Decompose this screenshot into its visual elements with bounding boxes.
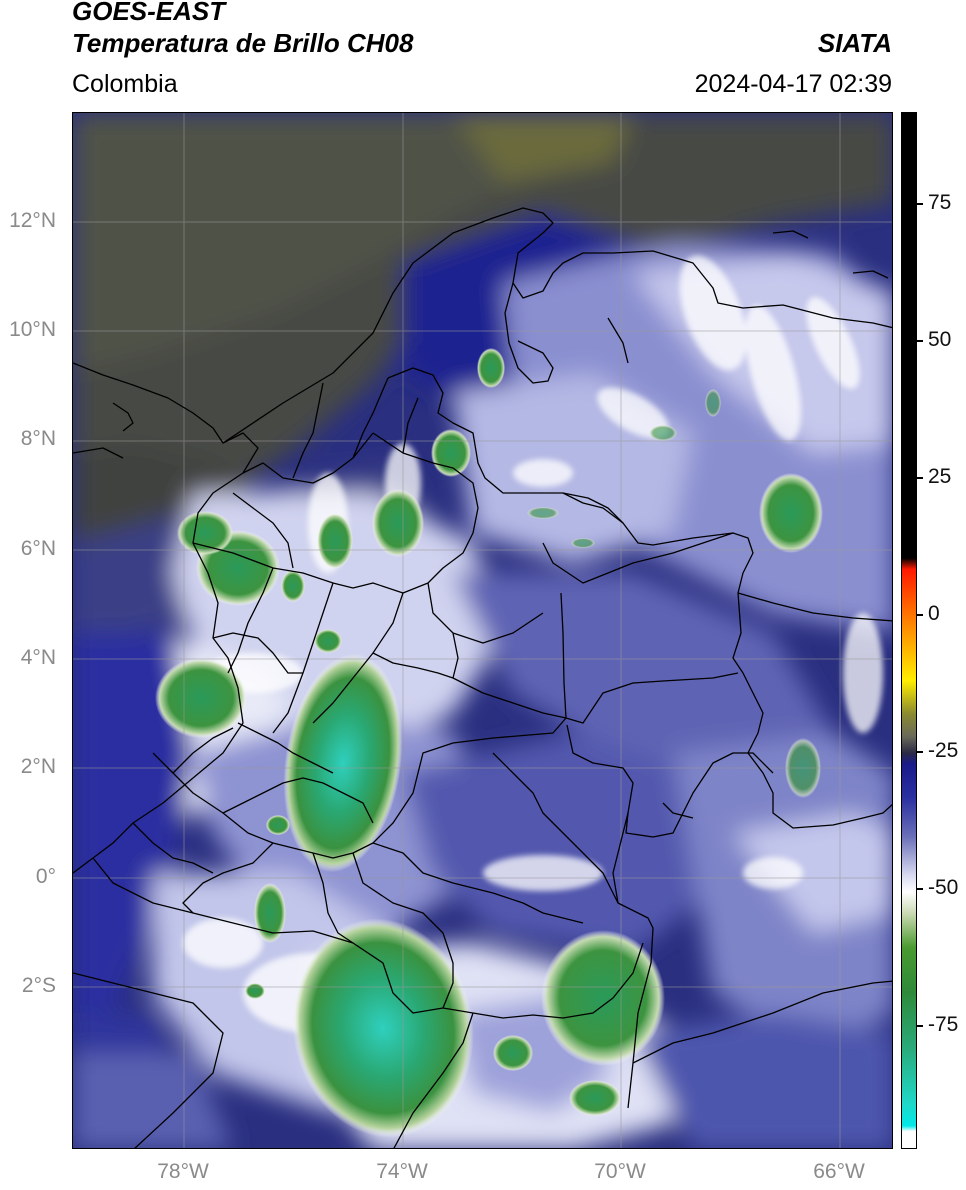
lat-label: 8°N (20, 427, 56, 450)
product-title: Temperatura de Brillo CH08 (72, 28, 414, 58)
colorbar (901, 112, 917, 1149)
lat-label: 2°N (20, 755, 56, 778)
convective-storms (155, 348, 823, 1138)
colorbar-label: -50 (928, 876, 959, 899)
lon-label: 70°W (594, 1160, 646, 1183)
colorbar-label: -75 (928, 1013, 959, 1036)
map-canvas (73, 113, 892, 1148)
gridlines (73, 113, 892, 1148)
colorbar-tick (917, 340, 923, 342)
colorbar-label: 75 (928, 191, 952, 214)
lat-label: 4°N (20, 646, 56, 669)
cloud-field (73, 113, 892, 1148)
lat-label: 6°N (20, 537, 56, 560)
colorbar-tick (917, 203, 923, 205)
colorbar-label: 25 (928, 465, 952, 488)
colorbar-tick (917, 888, 923, 890)
colorbar-label: 50 (928, 328, 952, 351)
colorbar-label: 0 (928, 602, 940, 625)
lon-label: 74°W (376, 1160, 428, 1183)
datetime-label: 2024-04-17 02:39 (694, 70, 892, 98)
lon-label: 78°W (157, 1160, 209, 1183)
agency-label: SIATA (817, 28, 892, 58)
lat-label: 2°S (21, 974, 56, 997)
lat-label: 12°N (9, 209, 56, 232)
colorbar-tick (917, 751, 923, 753)
political-borders (73, 207, 892, 1148)
colorbar-tick (917, 477, 923, 479)
lat-label: 10°N (9, 318, 56, 341)
colorbar-tick (917, 1025, 923, 1027)
satellite-title: GOES-EAST (72, 0, 226, 26)
colorbar-label: -25 (928, 739, 959, 762)
region-label: Colombia (72, 70, 178, 98)
lon-label: 66°W (813, 1160, 865, 1183)
colorbar-tick (917, 614, 923, 616)
lat-label: 0° (35, 865, 56, 888)
satellite-map[interactable] (72, 112, 893, 1149)
